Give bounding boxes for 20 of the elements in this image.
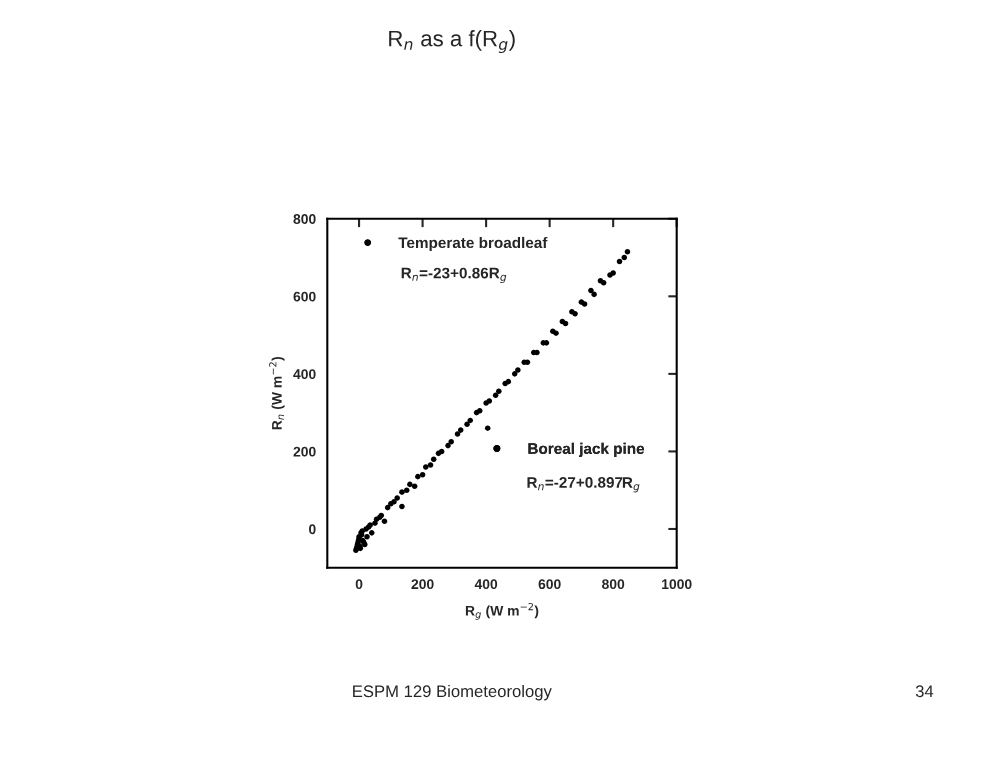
- y-tick-label: 200: [293, 446, 316, 457]
- x-tick-label: 600: [538, 579, 561, 590]
- x-tick-label: 1000: [662, 579, 692, 590]
- x-tick-label: 800: [602, 579, 625, 590]
- x-tick-label: 200: [411, 579, 434, 590]
- y-tick-label: 600: [293, 291, 316, 302]
- annotation: R$_{n}$=-23+0.86R$_{g}$: [401, 267, 507, 284]
- legend-label: Temperate broadleaf: [398, 236, 548, 252]
- y-axis-title: R$_{n}$ (W m$^{−2}$): [269, 356, 285, 430]
- x-axis-title: R$_{g}$ (W m$^{−2}$): [465, 602, 539, 620]
- legend-label: Boreal jack pine: [528, 442, 645, 458]
- x-tick-label: 400: [474, 579, 498, 590]
- x-tick-label: 0: [355, 579, 363, 590]
- text: ESPM 129 Biometeorology: [353, 684, 552, 701]
- annotation: R$_{n}$=-27+0.897R$_{g}$: [527, 477, 640, 493]
- text: 34: [915, 685, 934, 698]
- y-tick-label: 400: [293, 369, 316, 380]
- y-tick-label: 0: [309, 524, 316, 535]
- y-tick-label: 800: [293, 214, 316, 224]
- chart-title: R$_{n}$ as a f(R$_{g}$): [389, 30, 515, 54]
